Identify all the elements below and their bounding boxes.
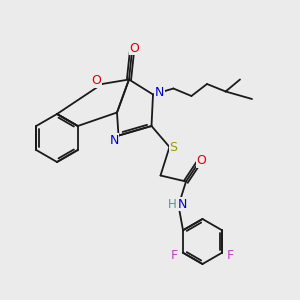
Text: O: O xyxy=(91,74,101,88)
Text: H: H xyxy=(167,197,176,211)
Text: F: F xyxy=(227,249,234,262)
Text: O: O xyxy=(197,154,206,167)
Text: S: S xyxy=(169,141,177,154)
Text: O: O xyxy=(130,41,139,55)
Text: N: N xyxy=(177,197,187,211)
Text: F: F xyxy=(171,249,178,262)
Text: N: N xyxy=(109,134,119,147)
Text: N: N xyxy=(155,86,164,100)
